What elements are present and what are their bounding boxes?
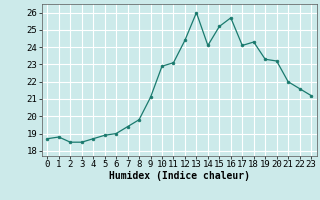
X-axis label: Humidex (Indice chaleur): Humidex (Indice chaleur) [109, 171, 250, 181]
